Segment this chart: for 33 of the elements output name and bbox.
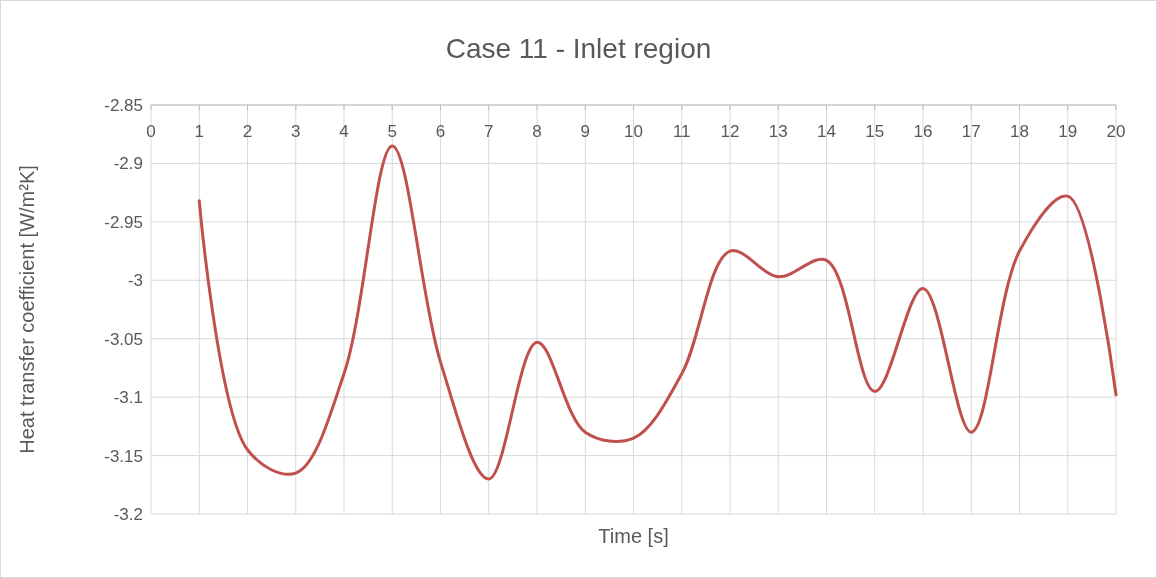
x-tick-label: 13: [768, 122, 788, 141]
y-tick-label: -3.15: [104, 446, 143, 466]
x-tick-label: 9: [580, 122, 590, 141]
x-tick-label: 8: [532, 122, 542, 141]
x-tick-label: 0: [146, 122, 156, 141]
x-tick-label: 17: [961, 122, 981, 141]
y-tick-label: -2.9: [113, 154, 143, 174]
y-tick-label: -2.85: [104, 95, 143, 115]
y-axis-title: Heat transfer coefficient [W/m²K]: [16, 165, 38, 454]
y-tick-label: -3.1: [113, 388, 143, 408]
x-tick-label: 20: [1106, 122, 1126, 141]
x-tick-label: 2: [242, 122, 253, 141]
x-tick-label: 15: [865, 122, 885, 141]
x-tick-label: 1: [194, 122, 204, 141]
x-tick-label: 16: [913, 122, 933, 141]
y-tick-label: -3.05: [104, 329, 143, 349]
y-tick-label: -3: [127, 271, 143, 291]
chart-title: Case 11 - Inlet region: [445, 33, 712, 64]
x-tick-label: 14: [817, 122, 836, 141]
x-tick-label: 12: [720, 122, 740, 141]
x-axis-title: Time [s]: [598, 525, 669, 547]
x-tick-label: 10: [624, 122, 643, 141]
x-tick-label: 4: [339, 122, 349, 141]
x-tick-label: 18: [1010, 122, 1029, 141]
x-tick-label: 3: [291, 122, 301, 141]
y-tick-label: -2.95: [104, 212, 143, 232]
line-series: [197, 144, 1118, 481]
y-tick-label: -3.2: [113, 504, 143, 524]
x-tick-label: 11: [672, 122, 691, 141]
x-tick-label: 6: [435, 122, 446, 141]
x-tick-label: 5: [387, 122, 397, 141]
x-tick-label: 19: [1058, 122, 1078, 141]
x-tick-label: 7: [484, 122, 494, 141]
